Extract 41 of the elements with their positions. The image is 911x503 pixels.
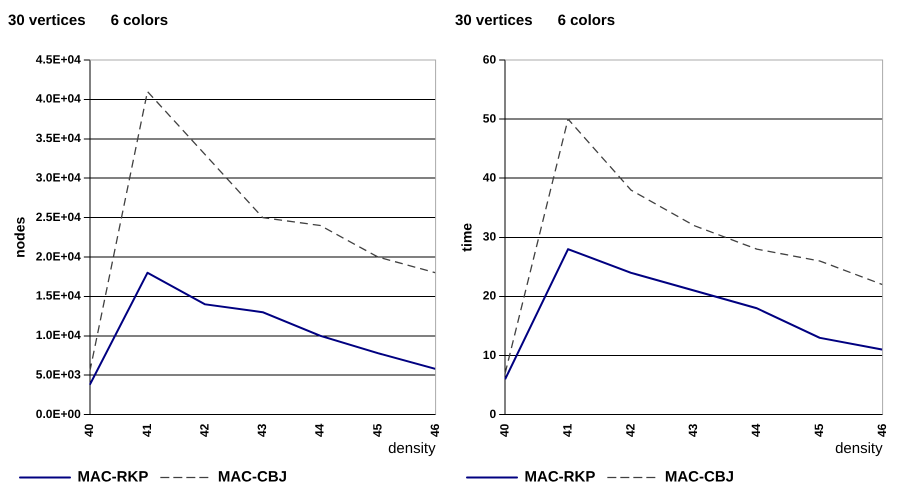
y-tick-label: 1.5E+04 [36, 288, 82, 303]
x-axis-title: density [835, 440, 884, 458]
x-axis-title: density [388, 440, 436, 458]
y-tick-label: 50 [482, 111, 496, 126]
x-tick-label: 42 [197, 423, 212, 438]
y-tick-label: 4.5E+04 [36, 52, 82, 66]
x-tick-label: 45 [812, 423, 826, 438]
y-tick-label: 2.0E+04 [36, 249, 82, 264]
y-tick-label: 20 [482, 288, 496, 303]
x-tick-label: 44 [749, 423, 764, 438]
x-tick-label: 42 [623, 423, 638, 438]
x-tick-label: 41 [560, 423, 574, 438]
chart-title: 30 vertices 6 colors [8, 12, 168, 30]
y-tick-label: 0.0E+00 [36, 406, 82, 421]
y-tick-label: 30 [482, 230, 496, 244]
x-tick-label: 41 [140, 423, 154, 438]
chart-title: 30 vertices 6 colors [455, 12, 616, 30]
x-tick-label: 43 [686, 423, 700, 438]
y-tick-label: 40 [482, 170, 496, 185]
x-tick-label: 45 [370, 423, 384, 438]
x-tick-label: 46 [428, 423, 442, 438]
y-tick-label: 60 [482, 52, 496, 66]
legend-label: MAC-CBJ [218, 468, 287, 486]
x-tick-label: 46 [874, 423, 889, 438]
y-tick-label: 2.5E+04 [36, 210, 82, 224]
legend-label: MAC-RKP [78, 468, 148, 486]
y-tick-label: 5.0E+03 [36, 368, 82, 382]
y-tick-label: 3.0E+04 [36, 170, 82, 185]
x-tick-label: 40 [82, 423, 96, 438]
y-axis-title: nodes [11, 216, 28, 258]
legend-label: MAC-CBJ [664, 468, 734, 486]
y-axis-title: time [458, 222, 474, 252]
y-tick-label: 4.0E+04 [36, 92, 82, 106]
x-tick-label: 40 [497, 423, 512, 438]
x-tick-label: 44 [312, 423, 327, 438]
y-tick-label: 0 [489, 406, 496, 421]
legend-label: MAC-RKP [524, 468, 596, 486]
y-tick-label: 3.5E+04 [36, 131, 82, 146]
y-tick-label: 10 [482, 348, 496, 362]
x-tick-label: 43 [255, 423, 270, 438]
y-tick-label: 1.0E+04 [36, 328, 82, 342]
